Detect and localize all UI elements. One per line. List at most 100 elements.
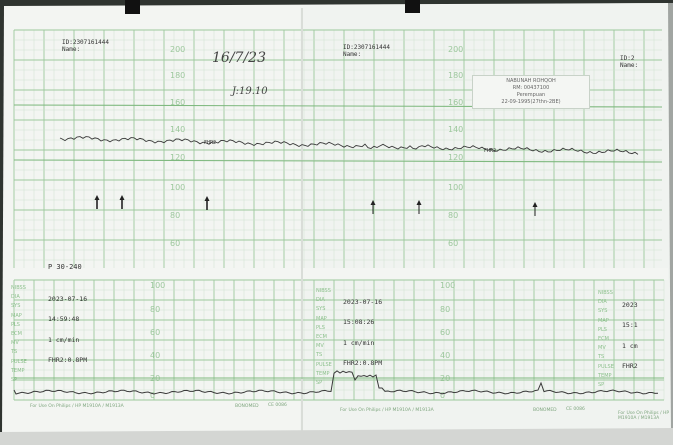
scale-tick-label: 200 xyxy=(170,45,185,54)
event-marker-head xyxy=(532,202,538,207)
bottom-left-info: 2023-07-16 14:59:48 1 cm/min FHR2:0.8PM xyxy=(48,282,87,377)
bottom-left-time: 14:59:48 xyxy=(48,315,80,324)
top-right-name: Name: xyxy=(343,51,362,58)
top-left-name: Name: xyxy=(62,46,81,53)
bottom-right-date: 2023-07-16 xyxy=(343,297,383,306)
bottom-right-speed: 1 cm/min xyxy=(343,338,375,347)
scale-tick-label: 80 xyxy=(170,211,180,220)
footer-ce-left: CE 0086 xyxy=(268,403,287,408)
side-param-label: TEMP xyxy=(316,370,330,377)
scale-tick-label: 160 xyxy=(448,98,463,107)
event-marker-head xyxy=(204,196,210,201)
top-farright-id: ID:2 xyxy=(620,55,635,62)
footer-brand-left: For Use On Philips / HP M1910A / M1913A xyxy=(30,404,124,409)
side-param-label: DIA xyxy=(11,294,20,301)
side-param-label: MV xyxy=(316,343,324,350)
side-param-label: SP xyxy=(598,382,605,389)
side-param-label: TS xyxy=(11,349,18,356)
side-param-label: SYS xyxy=(316,306,326,313)
scale-tick-label: 0 xyxy=(440,391,445,400)
patient-name: NABUNAH ROHQOH xyxy=(506,78,556,84)
top-left-id: ID:2307161444 xyxy=(62,39,109,46)
footer-logo-left: BONOMED xyxy=(235,404,259,409)
side-param-label: PULSE xyxy=(316,361,332,368)
scale-tick-label: 60 xyxy=(440,328,450,337)
side-param-label: NIBSS xyxy=(598,290,613,296)
table-surface xyxy=(0,428,673,445)
side-param-label: MAP xyxy=(316,315,327,322)
scale-tick-label: 120 xyxy=(448,153,463,162)
paper-shade xyxy=(300,3,673,434)
side-param-label: NIBSS xyxy=(11,285,26,291)
scale-tick-label: 60 xyxy=(448,239,458,248)
event-marker-head xyxy=(94,195,100,200)
trace-label-fhr2-right: FHR2 xyxy=(484,148,497,154)
patient-dob: 22-09-1995(27thn-2BE) xyxy=(501,99,561,105)
scale-tick-label: 80 xyxy=(150,305,160,314)
side-param-label: ECM xyxy=(316,334,327,341)
bottom-farright-fhr: FHR2 xyxy=(622,361,638,370)
side-param-label: SP xyxy=(316,380,323,387)
scale-tick-label: 180 xyxy=(170,71,185,80)
fhr-trace xyxy=(59,136,639,155)
bottom-farright-speed: 1 cm xyxy=(622,341,638,350)
tape-mark xyxy=(125,0,140,14)
footer-ce-right: CE 0086 xyxy=(566,407,585,412)
bottom-left-speed: 1 cm/min xyxy=(48,335,80,344)
event-marker-head xyxy=(416,200,422,205)
side-param-label: PLS xyxy=(11,321,20,328)
trace-label-fhr2-left: FHR2 xyxy=(204,140,217,146)
scale-tick-label: 140 xyxy=(448,125,463,134)
scale-tick-label: 100 xyxy=(150,281,165,290)
footer-brand-farright: For Use On Philips / HP M1910A / M1913A xyxy=(618,411,670,421)
tape-mark xyxy=(405,0,420,13)
bottom-farright-date: 2023 xyxy=(622,300,638,309)
footer-logo-right: BONOMED xyxy=(533,408,557,413)
scale-tick-label: 180 xyxy=(448,71,463,80)
side-param-label: DIA xyxy=(316,297,325,304)
side-param-label: SYS xyxy=(11,303,21,310)
scale-tick-label: 140 xyxy=(170,125,185,134)
side-param-label: TEMP xyxy=(598,372,612,379)
reference-line xyxy=(13,159,663,163)
side-param-label: SYS xyxy=(598,308,608,315)
side-param-label: MV xyxy=(598,345,606,352)
side-param-label: SP xyxy=(11,377,18,384)
side-param-label: TS xyxy=(598,354,605,361)
bottom-right-info: 2023-07-16 15:08:26 1 cm/min FHR2:0.8PM xyxy=(343,285,382,380)
top-right-id: ID:2307161444 xyxy=(343,44,390,51)
bottom-farright-info: 2023 15:1 1 cm FHR2 xyxy=(622,288,638,383)
panel-separator xyxy=(6,268,668,280)
side-labels-right: NIBSS DIA SYS MAP PLS ECM MV TS PULSE TEMP SP xyxy=(598,289,614,390)
scale-tick-label: 40 xyxy=(150,351,160,360)
event-marker-head xyxy=(370,200,376,205)
patient-rm: RM: 00437100 xyxy=(512,85,550,91)
side-param-label: ECM xyxy=(11,331,22,338)
scale-tick-label: 60 xyxy=(170,239,180,248)
handwritten-time: J:19.10 xyxy=(232,86,268,97)
footer-brand-right: For Use On Philips / HP M1910A / M1913A xyxy=(340,408,434,413)
side-param-label: TEMP xyxy=(11,367,25,374)
side-param-label: MAP xyxy=(11,312,22,319)
bottom-right-fhr: FHR2:0.8PM xyxy=(343,358,383,367)
scale-tick-label: 60 xyxy=(150,328,160,337)
handwritten-date: 16/7/23 xyxy=(212,50,266,66)
side-labels-mid: NIBSS DIA SYS MAP PLS ECM MV TS PULSE TEMP SP xyxy=(316,287,332,388)
toco-trace xyxy=(13,370,659,395)
patient-label-sticker: NABUNAH ROHQOH RM: 00437100 Perempuan 22… xyxy=(472,75,590,109)
top-farright-name: Name: xyxy=(620,62,639,69)
bottom-right-time: 15:08:26 xyxy=(343,318,375,327)
side-param-label: PULSE xyxy=(11,358,27,365)
side-labels-left: NIBSS DIA SYS MAP PLS ECM MV TS PULSE TEMP SP xyxy=(11,284,27,385)
patient-sex: Perempuan xyxy=(516,92,546,98)
side-param-label: PULSE xyxy=(598,363,614,370)
scale-tick-label: 160 xyxy=(170,98,185,107)
side-param-label: NIBSS xyxy=(316,288,331,294)
side-param-label: DIA xyxy=(598,299,607,306)
event-marker-head xyxy=(119,195,125,200)
scale-tick-label: 100 xyxy=(170,183,185,192)
scale-tick-label: 40 xyxy=(440,351,450,360)
side-param-label: PLS xyxy=(316,324,325,331)
